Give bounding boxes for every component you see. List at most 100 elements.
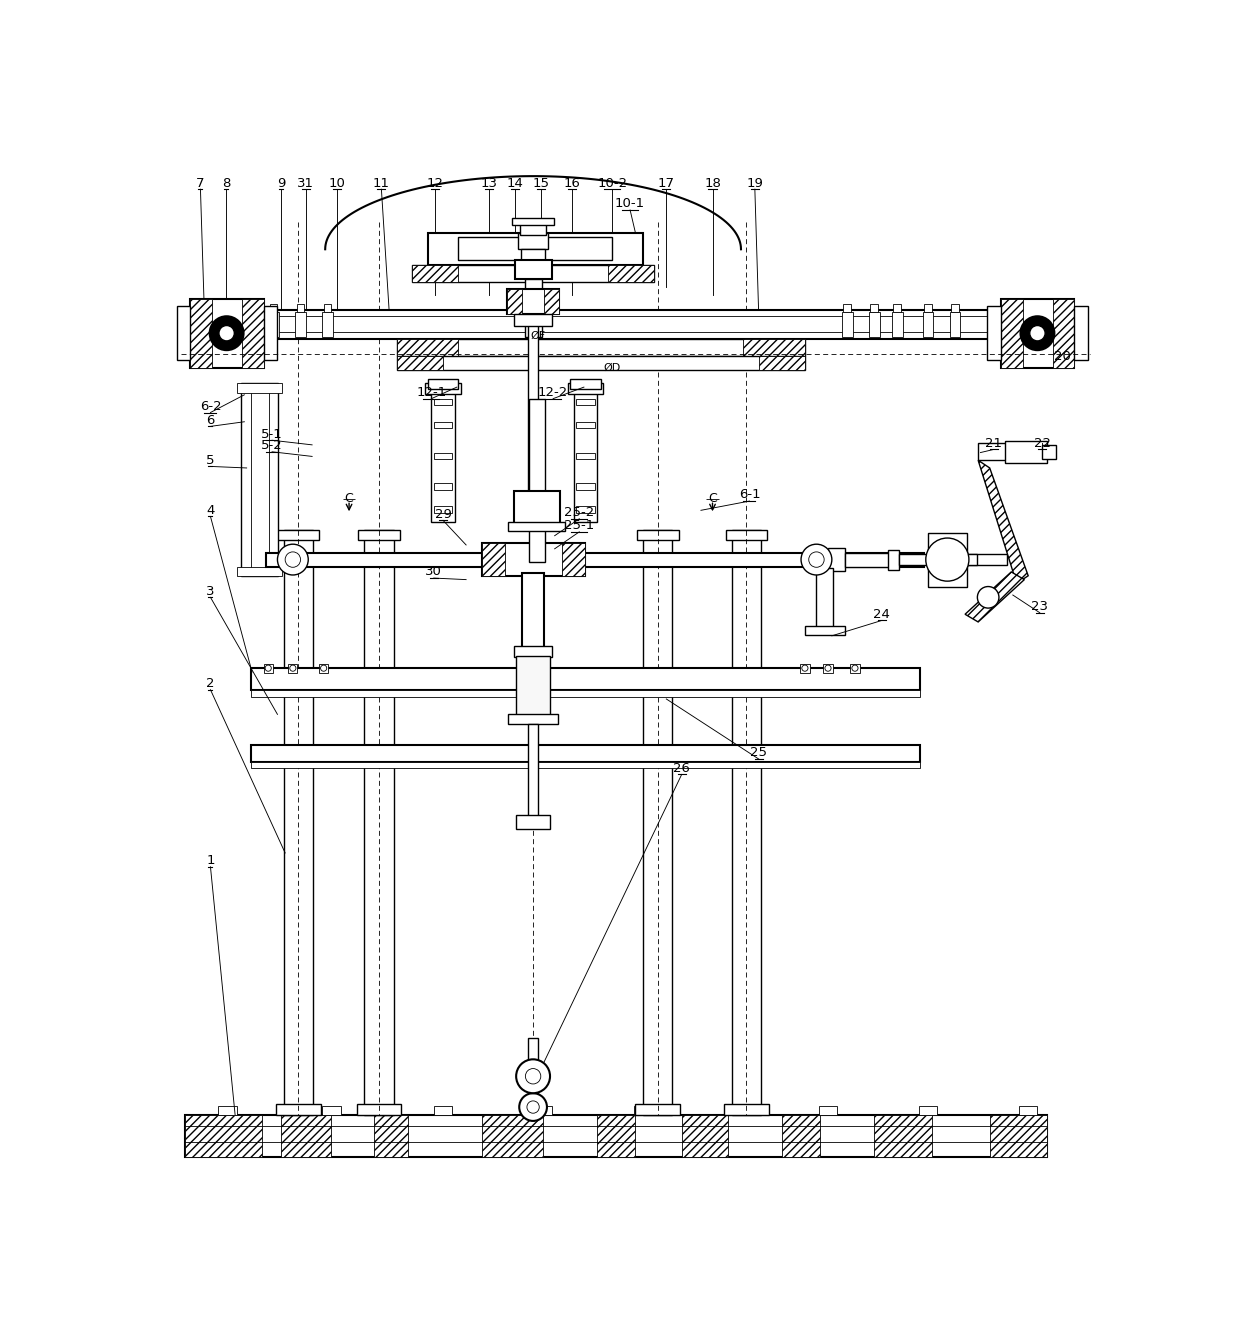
Bar — [725, 529, 768, 540]
Bar — [237, 384, 281, 392]
Bar — [281, 1114, 331, 1157]
Bar — [250, 745, 920, 762]
Bar — [1001, 299, 1074, 368]
Circle shape — [516, 1060, 551, 1093]
Text: 6-2: 6-2 — [200, 400, 221, 413]
Text: 5-1: 5-1 — [262, 428, 283, 441]
Bar — [515, 260, 552, 280]
Bar — [516, 656, 551, 717]
Text: C: C — [708, 492, 717, 505]
Bar — [923, 312, 934, 337]
Text: 22: 22 — [1034, 437, 1050, 449]
Bar — [512, 217, 554, 225]
Bar — [870, 304, 878, 312]
Bar — [892, 312, 903, 337]
Bar — [805, 625, 844, 635]
Text: 18: 18 — [704, 176, 720, 189]
Text: 12: 12 — [427, 176, 444, 189]
Text: 25-2: 25-2 — [564, 507, 594, 519]
Text: 9: 9 — [277, 176, 285, 189]
Bar — [242, 299, 264, 368]
Text: 30: 30 — [425, 565, 443, 579]
Bar — [924, 304, 932, 312]
Text: 10-2: 10-2 — [598, 176, 627, 189]
Bar — [529, 399, 544, 563]
Circle shape — [926, 539, 968, 581]
Circle shape — [321, 665, 326, 672]
Text: ØF: ØF — [531, 331, 546, 340]
Bar — [481, 544, 505, 576]
Text: 26: 26 — [673, 761, 691, 774]
Bar — [781, 1114, 821, 1157]
Bar — [823, 664, 832, 673]
Circle shape — [285, 552, 300, 568]
Bar — [516, 816, 551, 829]
Text: 24: 24 — [873, 608, 890, 621]
Bar — [1001, 299, 1023, 368]
Bar — [507, 289, 522, 315]
Bar — [434, 399, 453, 405]
Bar — [759, 356, 805, 371]
Bar — [563, 544, 585, 576]
Bar — [928, 533, 967, 587]
Bar — [951, 304, 959, 312]
Text: 10: 10 — [329, 176, 345, 189]
Bar — [219, 311, 397, 340]
Bar — [264, 664, 273, 673]
Polygon shape — [965, 572, 1024, 623]
Polygon shape — [978, 460, 1028, 584]
Text: 3: 3 — [206, 585, 215, 597]
Bar — [508, 521, 565, 531]
Circle shape — [219, 325, 234, 341]
Bar — [428, 233, 644, 265]
Bar — [828, 311, 1035, 340]
Circle shape — [1021, 316, 1054, 351]
Bar — [899, 555, 1007, 565]
Bar — [515, 260, 552, 280]
Text: 15: 15 — [532, 176, 549, 189]
Text: 13: 13 — [481, 176, 497, 189]
Text: ØD: ØD — [604, 363, 621, 373]
Text: 12-2: 12-2 — [538, 387, 568, 399]
Bar — [527, 1065, 539, 1078]
Bar — [743, 340, 805, 356]
Text: 25: 25 — [750, 746, 768, 760]
Circle shape — [526, 1069, 541, 1084]
Bar — [644, 529, 672, 1114]
Bar — [520, 223, 546, 235]
Bar — [373, 1114, 408, 1157]
Bar — [434, 453, 453, 459]
Bar — [397, 356, 443, 371]
Bar — [577, 507, 595, 513]
Bar — [851, 664, 859, 673]
Bar — [250, 689, 920, 697]
Bar — [522, 573, 544, 649]
Bar — [521, 248, 546, 260]
Text: 23: 23 — [1032, 600, 1048, 613]
Text: 11: 11 — [373, 176, 389, 189]
Bar — [1019, 1105, 1038, 1114]
Circle shape — [265, 665, 272, 672]
Bar — [544, 289, 559, 315]
Bar — [1006, 441, 1048, 463]
Text: 8: 8 — [222, 176, 231, 189]
Text: 16: 16 — [563, 176, 580, 189]
Bar — [434, 421, 453, 428]
Bar — [635, 1104, 681, 1114]
Bar — [507, 289, 559, 315]
Circle shape — [825, 665, 831, 672]
Bar — [928, 533, 967, 587]
Circle shape — [527, 1101, 539, 1113]
Bar — [428, 380, 459, 389]
Bar — [432, 384, 455, 521]
Bar — [481, 1114, 543, 1157]
Bar — [434, 484, 453, 489]
Bar — [869, 312, 879, 337]
Bar — [264, 307, 278, 360]
Bar — [816, 568, 833, 629]
Text: 19: 19 — [746, 176, 764, 189]
Bar — [513, 645, 552, 657]
Bar — [296, 304, 304, 312]
Bar — [577, 399, 595, 405]
Bar — [322, 1105, 341, 1114]
